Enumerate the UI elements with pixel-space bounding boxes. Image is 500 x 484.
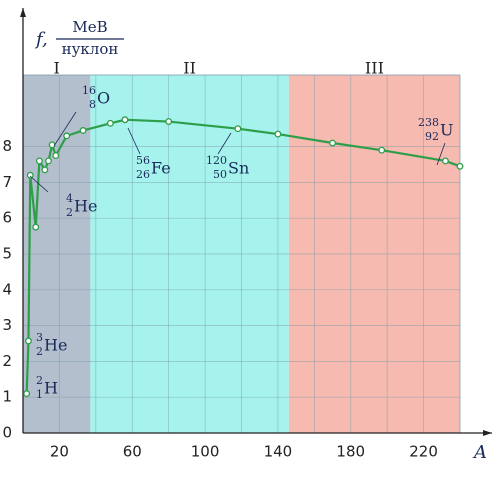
data-line — [25, 118, 461, 394]
x-tick-label: 20 — [50, 443, 69, 461]
data-point — [32, 223, 40, 231]
data-point — [234, 125, 242, 133]
x-axis-label: A — [472, 442, 487, 463]
x-tick-label: 180 — [336, 443, 365, 461]
leader-line — [436, 142, 446, 166]
data-point — [23, 390, 31, 398]
data-point — [378, 146, 386, 154]
isotope-mass: 238 — [418, 116, 439, 129]
isotope-charge: 2 — [66, 206, 73, 219]
y-tick-label: 3 — [2, 316, 12, 334]
isotope-mass: 16 — [82, 84, 96, 97]
y-tick-label: 7 — [2, 173, 12, 191]
data-point — [106, 119, 114, 127]
y-axis-label: f, — [34, 29, 48, 50]
leader-line — [217, 132, 232, 155]
data-point — [329, 139, 336, 147]
isotope-charge: 1 — [36, 388, 43, 401]
isotope-mass: 2 — [36, 374, 43, 387]
isotope-symbol: He — [74, 197, 97, 216]
data-point — [456, 162, 464, 170]
isotope-symbol: H — [44, 379, 58, 398]
data-point — [35, 157, 43, 165]
y-tick-label: 5 — [2, 245, 12, 263]
isotope-symbol: O — [97, 89, 110, 108]
region-label: III — [365, 59, 384, 78]
isotope-charge: 92 — [425, 130, 439, 143]
isotope-symbol: Sn — [228, 159, 249, 178]
y-tick-label: 2 — [2, 352, 12, 370]
y-unit-bottom: нуклон — [62, 40, 119, 58]
y-unit-top: МеВ — [72, 18, 107, 36]
isotope-symbol: U — [440, 121, 453, 140]
background-layer — [23, 74, 461, 434]
leader-line — [127, 127, 141, 155]
isotope-symbol: Fe — [151, 159, 171, 178]
data-point — [25, 337, 32, 345]
y-tick-label: 6 — [2, 209, 12, 227]
data-point — [52, 152, 60, 159]
isotope-charge: 8 — [89, 98, 96, 111]
x-tick-label: 60 — [123, 443, 142, 461]
x-axis-arrow — [483, 430, 492, 436]
isotope-mass: 120 — [206, 154, 227, 167]
data-point — [45, 157, 52, 165]
y-tick-label: 0 — [2, 424, 12, 442]
isotope-mass: 3 — [36, 331, 43, 344]
isotope-charge: 50 — [213, 168, 227, 181]
y-tick-label: 8 — [2, 137, 12, 155]
leader-line — [53, 111, 77, 147]
data-point — [26, 171, 34, 179]
isotope-charge: 2 — [36, 345, 43, 358]
data-point — [48, 141, 56, 149]
data-point — [165, 118, 173, 125]
data-point — [121, 116, 129, 124]
data-point — [79, 127, 87, 134]
data-point — [41, 166, 49, 174]
data-point — [274, 130, 282, 138]
isotope-charge: 26 — [136, 168, 150, 181]
y-tick-label: 4 — [2, 280, 12, 298]
x-tick-label: 100 — [191, 443, 220, 461]
region-label: I — [54, 59, 60, 78]
isotope-symbol: He — [44, 336, 67, 355]
data-point — [63, 132, 71, 140]
y-axis-arrow — [20, 8, 26, 17]
leader-line — [29, 175, 49, 193]
x-tick-label: 220 — [409, 443, 438, 461]
y-tick-label: 1 — [2, 388, 12, 406]
data-point — [441, 157, 449, 165]
isotope-mass: 56 — [136, 154, 150, 167]
x-tick-label: 140 — [264, 443, 293, 461]
region-label: II — [183, 59, 196, 78]
isotope-mass: 4 — [66, 192, 73, 205]
